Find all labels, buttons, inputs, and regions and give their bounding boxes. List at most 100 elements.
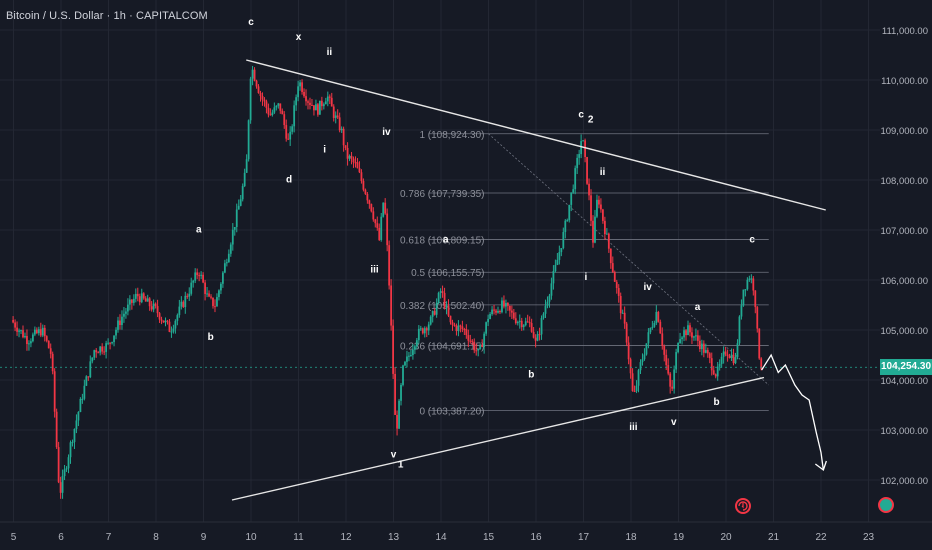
candle-body [233, 226, 236, 230]
candle-body [370, 203, 373, 212]
candle-body [128, 299, 131, 305]
candle-body [273, 107, 276, 113]
time-tick-label: 7 [106, 532, 112, 543]
candle-body [16, 327, 18, 332]
candle-body [352, 158, 355, 163]
wave-label: a [443, 235, 449, 246]
candle-body [600, 204, 602, 210]
candle-body [239, 199, 242, 206]
candle-body [689, 325, 691, 333]
candle-body [255, 80, 258, 87]
candle-body [457, 325, 460, 332]
candle-body [556, 259, 559, 265]
candle-body [611, 263, 614, 272]
candle-body [471, 340, 474, 342]
candle-body [283, 114, 286, 126]
candle-body [51, 353, 54, 372]
candle-body [299, 82, 301, 87]
candle-body [398, 400, 400, 429]
candle-body [758, 328, 761, 359]
candle-body [130, 299, 133, 303]
candle-body [505, 302, 507, 307]
candle-body [685, 330, 687, 336]
candle-body [61, 476, 64, 493]
candle-body [354, 162, 357, 164]
candle-body [708, 353, 711, 359]
candle-body [677, 342, 680, 353]
candle-body [146, 298, 149, 302]
candle-body [752, 278, 755, 291]
candle-body [31, 334, 34, 342]
candle-body [736, 343, 739, 358]
fib-level-label: 1 (108,924.30) [419, 130, 484, 141]
alert-badge-icon[interactable] [735, 498, 751, 514]
candle-body [384, 202, 387, 214]
wave-label: iii [370, 265, 379, 276]
candle-body [702, 343, 705, 353]
candle-body [318, 100, 321, 115]
wave-label: b [713, 397, 719, 408]
candle-body [350, 155, 353, 159]
candle-body [613, 271, 616, 282]
candle-body [380, 216, 383, 240]
candle-body [437, 292, 440, 303]
candle-body [491, 309, 493, 315]
candle-body [524, 321, 527, 326]
candle-body [633, 391, 636, 393]
candle-body [140, 293, 143, 303]
candle-body [578, 154, 581, 158]
wave-label: v [671, 417, 677, 428]
candle-body [334, 115, 337, 118]
candle-body [726, 354, 729, 356]
candle-body [307, 101, 309, 103]
candle-body [530, 323, 533, 332]
candle-body [566, 220, 569, 222]
candle-body [621, 312, 624, 314]
candle-body [109, 342, 111, 344]
projection-path [761, 353, 827, 472]
candle-body [588, 183, 590, 196]
candle-body [536, 334, 539, 341]
price-tick-label: 109,000.00 [880, 126, 928, 137]
candle-body [596, 199, 598, 217]
candle-body [700, 343, 703, 350]
candle-body [67, 457, 70, 469]
candle-body [546, 301, 549, 306]
candle-body [251, 69, 254, 79]
candle-body [629, 359, 632, 374]
candle-body [526, 321, 529, 323]
wave-label: c [578, 110, 584, 121]
price-tick-label: 106,000.00 [880, 276, 928, 287]
candle-body [24, 336, 26, 338]
candle-body [166, 320, 169, 322]
indicator-badge-icon[interactable] [878, 497, 894, 513]
candle-body [164, 320, 167, 323]
candle-body [332, 106, 335, 118]
fib-level-label: 0.786 (107,739.35) [400, 189, 485, 200]
wave-label: iv [643, 282, 652, 293]
candle-body [221, 272, 224, 284]
candle-body [651, 326, 654, 328]
candle-body [301, 82, 303, 92]
candle-body [45, 336, 48, 341]
candle-body [95, 350, 98, 353]
candle-body [22, 330, 24, 338]
candle-body [617, 288, 620, 296]
candle-body [710, 358, 713, 371]
trendline-lower [231, 376, 765, 501]
candle-body [400, 384, 402, 401]
candle-body [47, 340, 50, 349]
time-tick-label: 11 [293, 532, 304, 543]
candle-body [287, 138, 290, 140]
candle-body [406, 356, 408, 362]
candle-body [487, 318, 490, 323]
candle-body [243, 172, 246, 187]
fib-level-label: 0 (103,387.20) [419, 407, 484, 418]
candle-body [698, 340, 701, 350]
candle-body [338, 117, 341, 131]
candle-body [522, 325, 525, 328]
candle-body [295, 97, 298, 106]
candle-body [235, 209, 238, 227]
